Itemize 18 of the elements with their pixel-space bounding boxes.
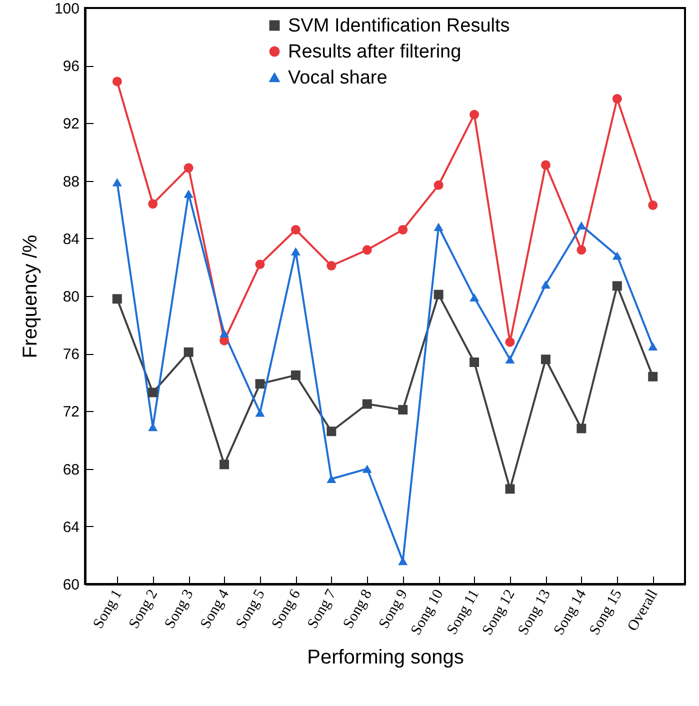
y-tick-label: 96 xyxy=(62,58,80,76)
legend-label: Results after filtering xyxy=(288,42,462,62)
point xyxy=(470,357,480,367)
y-tick-label: 64 xyxy=(62,518,80,536)
y-tick-label: 72 xyxy=(62,404,80,421)
y-tick-label: 88 xyxy=(62,173,80,190)
y-tick-label: 80 xyxy=(62,288,80,306)
y-tick-label: 92 xyxy=(62,116,80,133)
legend-label: Vocal share xyxy=(288,68,388,88)
y-tick-label: 100 xyxy=(54,0,80,18)
point xyxy=(398,405,408,415)
y-tick-label: 68 xyxy=(62,461,80,478)
y-tick-label: 76 xyxy=(62,346,80,364)
y-axis-title: Frequency /% xyxy=(19,234,42,358)
y-tick-label: 60 xyxy=(62,576,80,594)
legend-label: SVM Identification Results xyxy=(288,16,510,36)
y-tick-label: 84 xyxy=(62,230,80,248)
x-axis-title: Performing songs xyxy=(307,646,464,668)
